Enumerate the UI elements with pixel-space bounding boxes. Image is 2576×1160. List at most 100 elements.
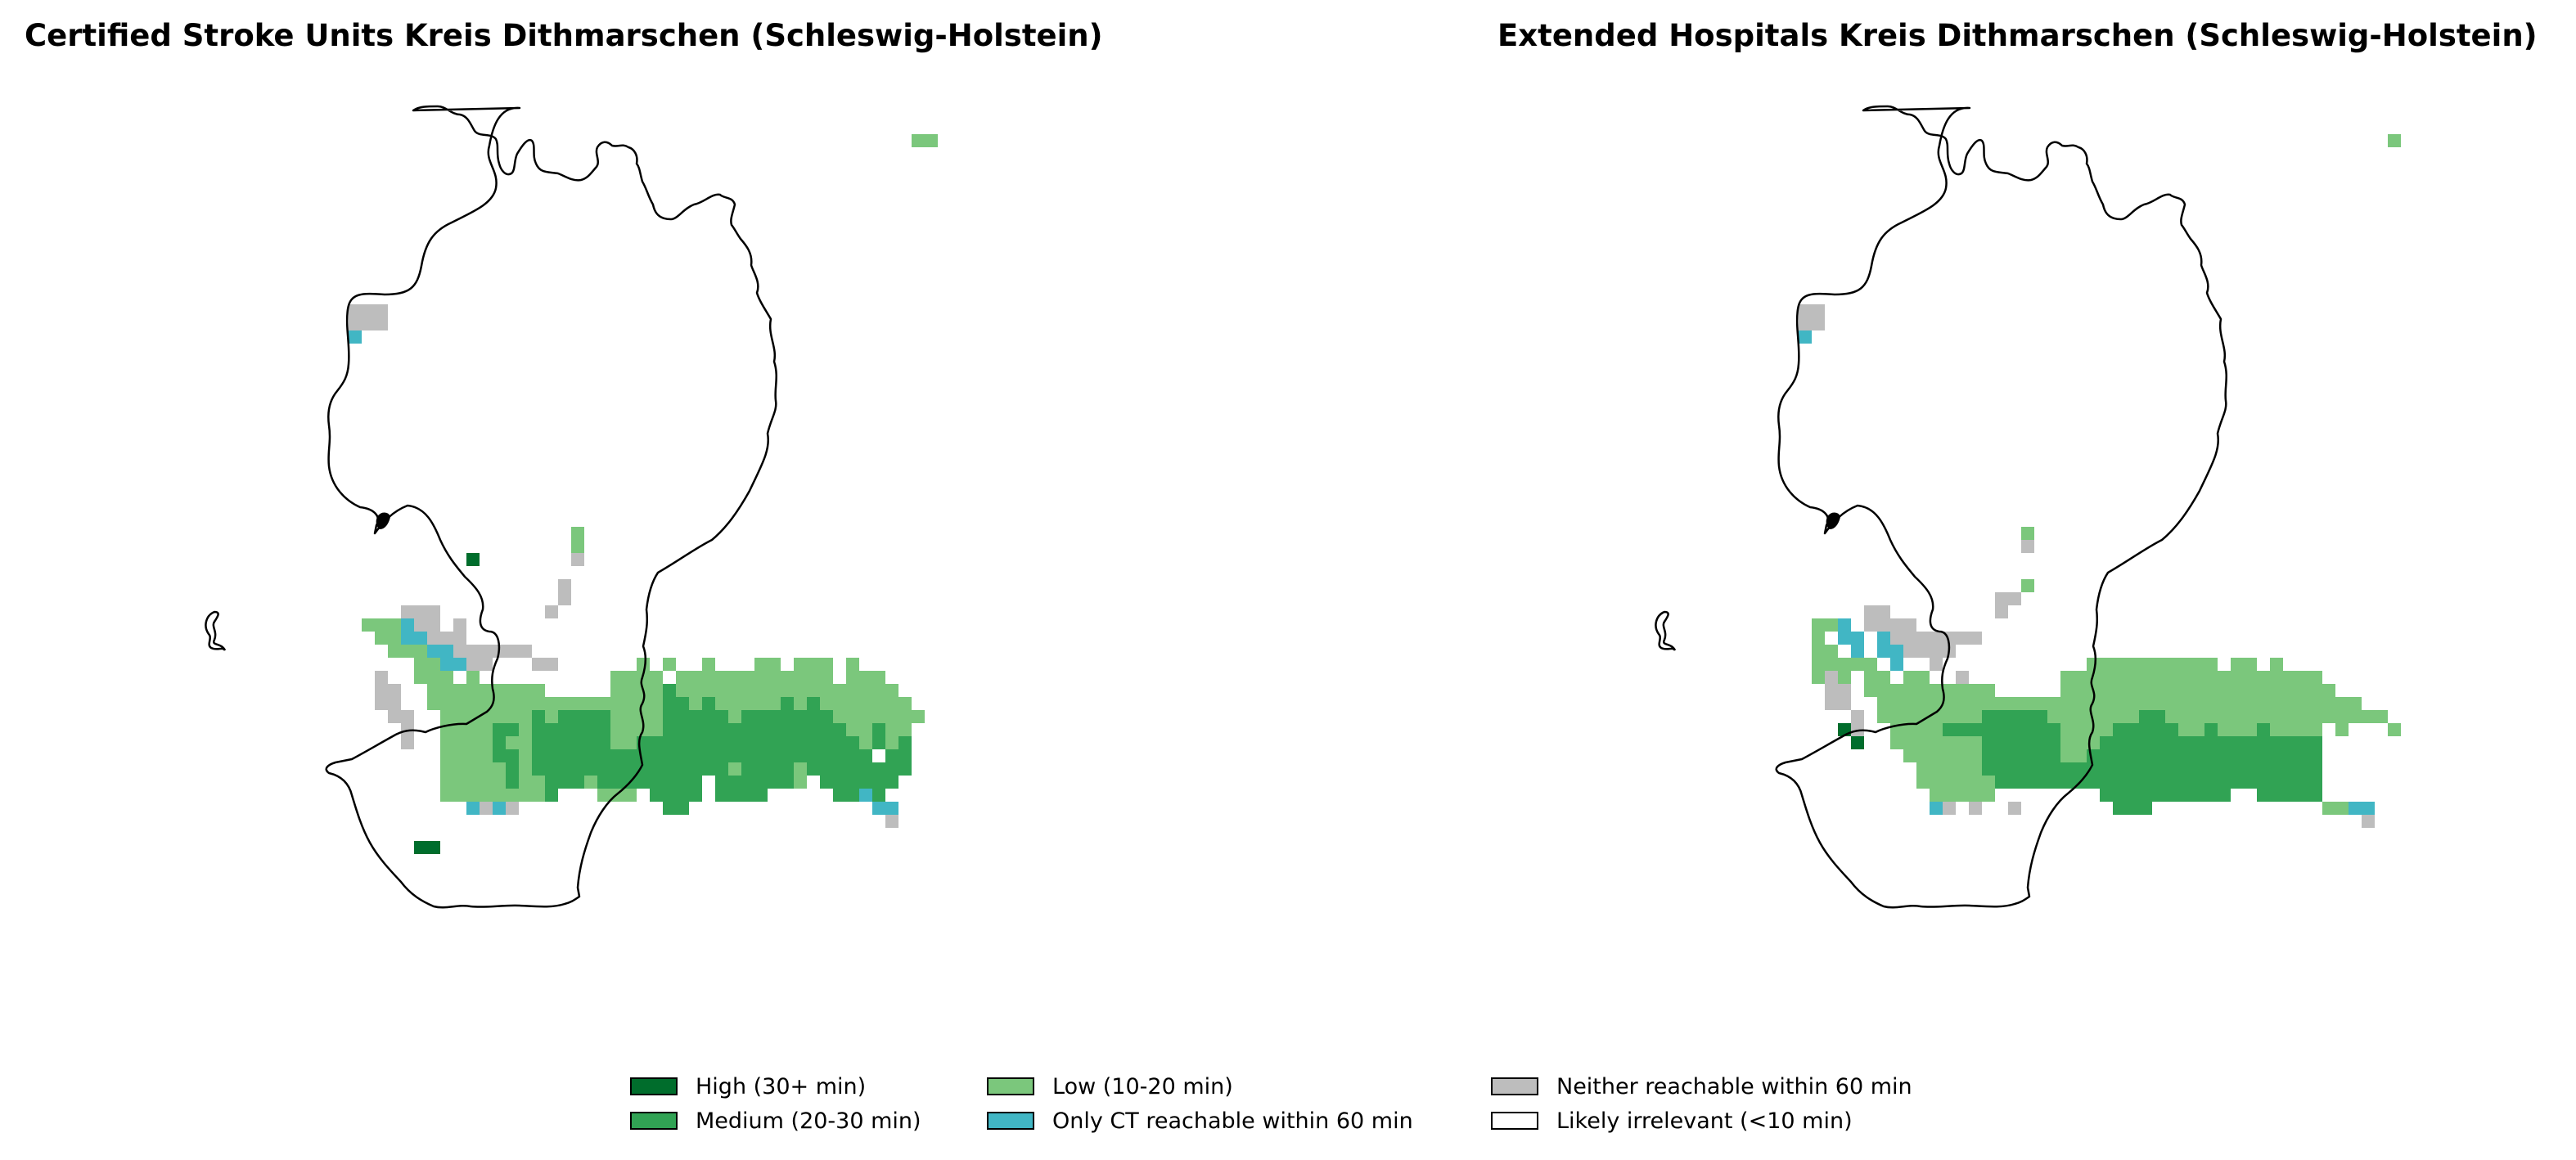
- grid-cell-medium: [545, 776, 558, 789]
- grid-cell-neither: [1903, 632, 1916, 645]
- grid-cell-medium: [2218, 762, 2231, 776]
- grid-cell-medium: [2152, 789, 2165, 802]
- legend-swatch-high: [630, 1077, 678, 1095]
- grid-cell-medium: [689, 723, 702, 736]
- grid-cell-low: [2100, 658, 2113, 671]
- grid-cell-medium: [2283, 776, 2296, 789]
- grid-cell-medium: [898, 736, 912, 749]
- grid-cell-medium: [2191, 762, 2204, 776]
- grid-cell-medium: [2178, 736, 2191, 749]
- grid-cell-medium: [2126, 749, 2139, 762]
- grid-cell-medium: [571, 762, 584, 776]
- grid-cell-low: [2322, 802, 2335, 815]
- grid-cell-medium: [754, 736, 768, 749]
- grid-cell-neither: [1916, 645, 1930, 658]
- grid-cell-low: [2335, 802, 2349, 815]
- grid-cell-low: [1812, 632, 1825, 645]
- grid-cell-medium: [650, 776, 663, 789]
- grid-cell-low: [728, 762, 741, 776]
- grid-cell-low: [2178, 697, 2191, 710]
- grid-cell-medium: [794, 710, 807, 723]
- grid-cell-medium: [597, 736, 610, 749]
- grid-cell-low: [1916, 684, 1930, 697]
- grid-cell-medium: [2034, 776, 2047, 789]
- grid-cell-low: [1969, 697, 1982, 710]
- grid-cell-medium: [2139, 789, 2152, 802]
- grid-cell-medium: [754, 723, 768, 736]
- grid-cell-medium: [2231, 776, 2244, 789]
- grid-cell-medium: [741, 762, 754, 776]
- grid-cell-low: [440, 736, 453, 749]
- grid-cell-medium: [2283, 736, 2296, 749]
- grid-cell-low: [2309, 710, 2322, 723]
- grid-cell-medium: [781, 749, 794, 762]
- grid-cell-medium: [702, 736, 715, 749]
- grid-cell-medium: [833, 776, 846, 789]
- grid-cell-low: [519, 749, 532, 762]
- grid-cell-low: [532, 697, 545, 710]
- grid-cell-low: [558, 697, 571, 710]
- grid-cell-low: [2074, 684, 2087, 697]
- grid-cell-low: [2191, 723, 2204, 736]
- grid-cell-low: [1903, 723, 1916, 736]
- grid-cell-low: [846, 710, 859, 723]
- grid-cell-low: [2283, 710, 2296, 723]
- grid-cell-medium: [2100, 776, 2113, 789]
- grid-cell-medium: [781, 697, 794, 710]
- grid-cell-neither: [2008, 592, 2021, 605]
- grid-cell-ct-only: [1799, 330, 1812, 344]
- grid-cell-low: [610, 671, 624, 684]
- grid-cell-low: [2060, 710, 2074, 723]
- grid-cell-low: [466, 762, 480, 776]
- grid-cell-low: [414, 671, 427, 684]
- grid-cell-low: [1956, 697, 1969, 710]
- grid-cell-low: [898, 723, 912, 736]
- grid-cell-medium: [1982, 710, 1995, 723]
- grid-cell-low: [466, 736, 480, 749]
- grid-cell-low: [2244, 723, 2257, 736]
- grid-cell-medium: [728, 749, 741, 762]
- grid-cell-low: [493, 697, 506, 710]
- grid-cell-medium: [820, 736, 833, 749]
- grid-cell-medium: [545, 736, 558, 749]
- grid-cell-low: [2349, 710, 2362, 723]
- grid-cell-ct-only: [1890, 658, 1903, 671]
- grid-cell-medium: [2178, 762, 2191, 776]
- grid-cell-medium: [781, 762, 794, 776]
- grid-cell-medium: [2087, 762, 2100, 776]
- grid-cell-low: [480, 749, 493, 762]
- grid-cell-medium: [768, 736, 781, 749]
- grid-cell-low: [872, 710, 885, 723]
- grid-cell-medium: [2008, 723, 2021, 736]
- grid-cell-low: [1890, 736, 1903, 749]
- grid-cell-medium: [846, 762, 859, 776]
- grid-cell-medium: [2152, 710, 2165, 723]
- grid-cell-low: [2244, 684, 2257, 697]
- grid-cell-medium: [1969, 723, 1982, 736]
- grid-cell-low: [1956, 749, 1969, 762]
- grid-cell-medium: [715, 776, 728, 789]
- grid-cell-medium: [663, 736, 676, 749]
- grid-cell-low: [650, 710, 663, 723]
- grid-cell-ct-only: [1851, 645, 1864, 658]
- grid-cell-low: [2270, 697, 2283, 710]
- grid-cell-low: [2021, 697, 2034, 710]
- grid-cell-ct-only: [1890, 645, 1903, 658]
- grid-cell-medium: [2126, 762, 2139, 776]
- grid-cell-medium: [2113, 789, 2126, 802]
- grid-cell-low: [728, 671, 741, 684]
- grid-cell-low: [2362, 710, 2375, 723]
- grid-cell-neither: [545, 605, 558, 618]
- legend-label-ct-only: Only CT reachable within 60 min: [1052, 1108, 1413, 1134]
- grid-cell-low: [715, 697, 728, 710]
- grid-cell-medium: [2204, 723, 2218, 736]
- grid-cell-medium: [2139, 710, 2152, 723]
- grid-cell-medium: [781, 736, 794, 749]
- grid-cell-low: [794, 697, 807, 710]
- grid-cell-medium: [715, 749, 728, 762]
- grid-cell-medium: [676, 802, 689, 815]
- grid-cell-medium: [1982, 723, 1995, 736]
- grid-cell-low: [2139, 671, 2152, 684]
- grid-cell-medium: [741, 736, 754, 749]
- grid-cell-low: [1930, 776, 1943, 789]
